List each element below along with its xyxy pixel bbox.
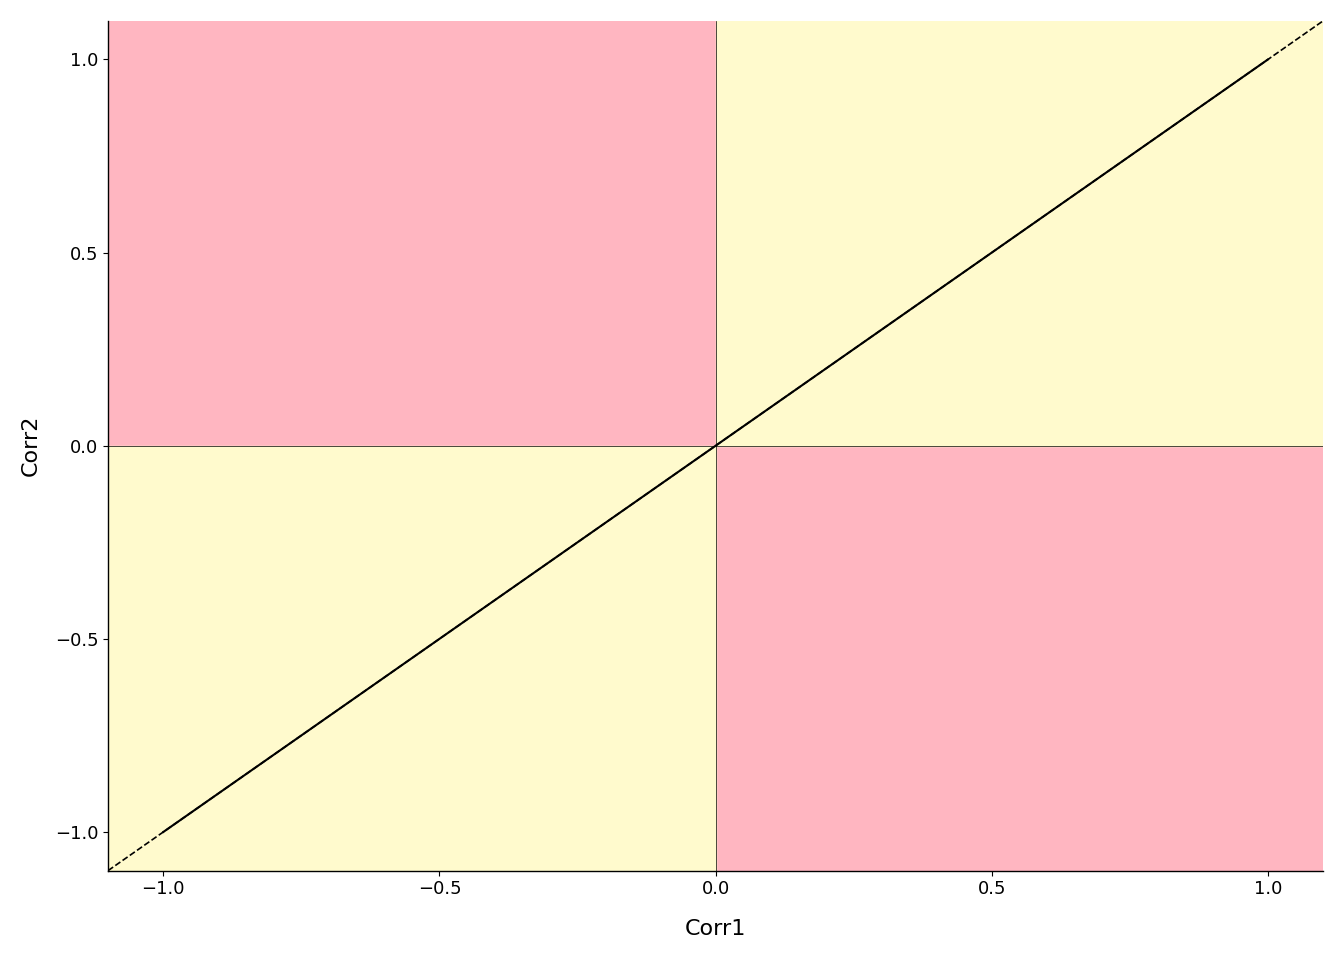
Bar xyxy=(715,445,1322,871)
Bar xyxy=(108,21,715,445)
Bar xyxy=(715,21,1322,445)
Bar xyxy=(108,445,715,871)
Y-axis label: Corr2: Corr2 xyxy=(22,415,40,476)
X-axis label: Corr1: Corr1 xyxy=(685,919,746,939)
